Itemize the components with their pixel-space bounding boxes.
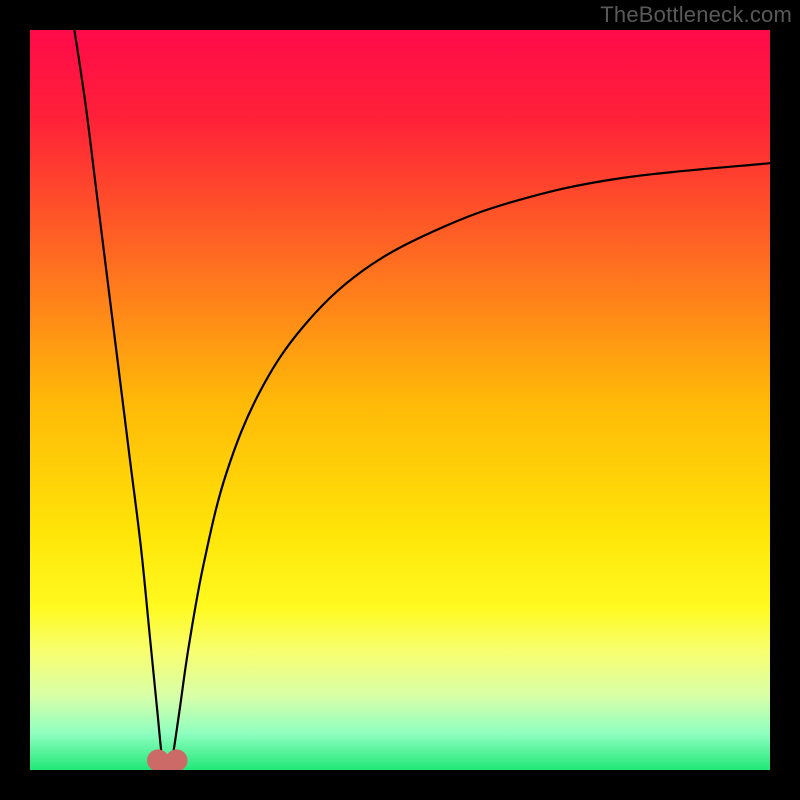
minimum-marker (166, 749, 188, 771)
watermark-text: TheBottleneck.com (600, 2, 792, 28)
chart-container: TheBottleneck.com (0, 0, 800, 800)
bottleneck-chart (0, 0, 800, 800)
plot-background (30, 30, 770, 770)
